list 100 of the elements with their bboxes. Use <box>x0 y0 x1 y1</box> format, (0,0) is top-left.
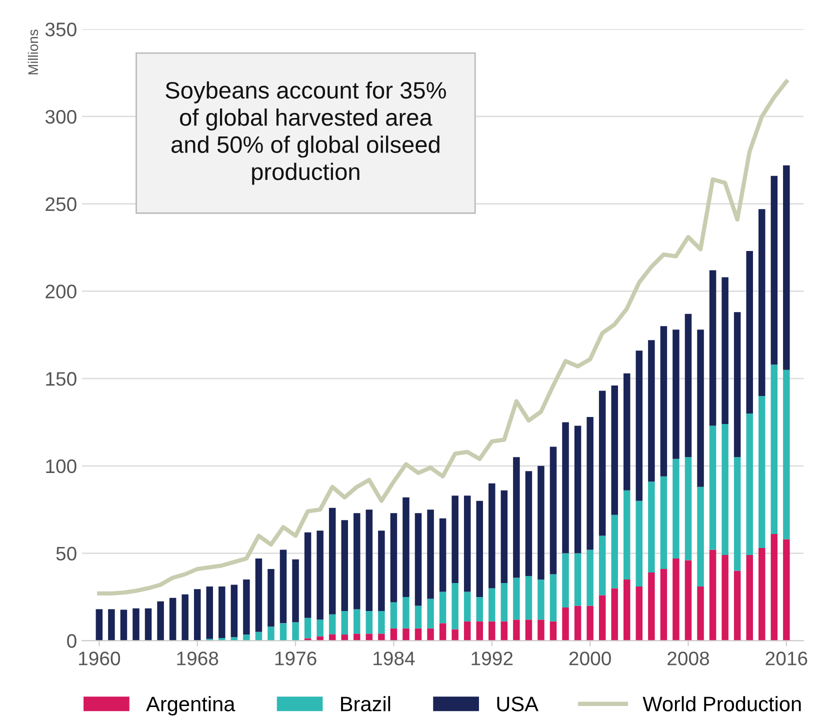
bar <box>636 350 643 501</box>
bar <box>402 497 410 597</box>
bar <box>328 614 336 634</box>
bar <box>427 598 434 628</box>
bar <box>525 471 532 576</box>
bar <box>624 490 630 580</box>
bar <box>697 330 704 487</box>
bar <box>770 534 778 641</box>
bar <box>96 609 103 641</box>
bar <box>611 514 618 588</box>
bar <box>341 520 348 611</box>
bar <box>684 457 692 560</box>
x-tick-label: 1992 <box>472 652 513 666</box>
bar <box>292 622 299 641</box>
bar <box>709 550 716 641</box>
x-tick-label: 2016 <box>766 652 808 666</box>
bar <box>672 558 680 641</box>
bar <box>783 539 790 641</box>
bar <box>525 620 532 641</box>
bar <box>328 508 336 614</box>
bar <box>243 634 250 641</box>
bar <box>354 634 360 641</box>
bar <box>427 628 434 641</box>
bar <box>758 209 766 396</box>
bar <box>304 532 312 618</box>
y-tick-label: 300 <box>45 110 76 124</box>
bar <box>624 579 630 641</box>
bar <box>538 620 544 641</box>
bar <box>476 500 483 597</box>
bar <box>488 483 496 588</box>
bar <box>734 457 741 571</box>
legend-label: USA <box>497 696 538 712</box>
bar <box>280 550 287 624</box>
bar <box>439 518 446 592</box>
bar <box>709 270 716 426</box>
line-series <box>97 79 789 596</box>
bar <box>684 314 692 458</box>
bar <box>452 629 458 641</box>
bar <box>464 496 471 592</box>
bar <box>390 513 398 602</box>
y-axis-title: Millions <box>28 30 38 74</box>
y-tick-label: 50 <box>56 546 76 561</box>
bar <box>500 621 508 641</box>
bar <box>464 621 471 641</box>
bar <box>598 536 606 596</box>
y-tick-label: 150 <box>46 372 76 386</box>
bar <box>378 530 385 611</box>
bar <box>648 340 655 482</box>
bar <box>770 176 778 365</box>
bar <box>574 426 582 554</box>
bar <box>562 607 569 641</box>
bar <box>586 550 594 606</box>
bar <box>169 598 176 641</box>
x-tick-label: 2000 <box>569 652 611 666</box>
bar <box>538 579 544 620</box>
bar <box>746 251 753 414</box>
bar <box>304 618 312 638</box>
bar <box>476 596 483 622</box>
bar <box>218 586 226 638</box>
bar <box>660 569 668 641</box>
bar <box>746 555 753 641</box>
x-tick-label: 2008 <box>668 652 710 666</box>
bar <box>550 621 557 641</box>
y-tick-label: 100 <box>46 459 76 474</box>
y-tick-label: 0 <box>67 634 76 648</box>
bar <box>488 588 496 622</box>
bar <box>758 396 766 548</box>
bar <box>439 592 446 624</box>
bar <box>268 626 274 641</box>
y-tick-label: 350 <box>45 22 76 36</box>
bar <box>378 610 385 634</box>
bar <box>562 422 569 554</box>
bar <box>746 414 753 556</box>
bar <box>243 579 250 635</box>
bar <box>354 513 360 610</box>
bar <box>132 608 140 641</box>
bar <box>378 634 385 641</box>
bar <box>230 584 238 638</box>
bar <box>500 582 508 622</box>
bar <box>697 586 704 641</box>
bar <box>783 165 790 370</box>
bar <box>402 628 410 641</box>
bar <box>770 364 778 534</box>
bar <box>722 555 728 641</box>
bar <box>439 623 446 641</box>
x-tick-label: 1984 <box>374 652 415 666</box>
bar <box>734 570 741 641</box>
bar <box>722 424 728 556</box>
bar <box>316 620 324 636</box>
bar <box>194 589 201 641</box>
bar <box>758 548 766 641</box>
bar <box>427 510 434 599</box>
bar <box>268 569 274 627</box>
bar <box>280 623 287 641</box>
bar <box>488 621 496 641</box>
annotation: Soybeans account for 35% of global harvested area and 50% of global oilseed production <box>166 81 446 185</box>
bar <box>684 560 692 641</box>
bar <box>636 500 643 586</box>
legend-label: Argentina <box>146 696 236 716</box>
bar <box>672 458 680 559</box>
